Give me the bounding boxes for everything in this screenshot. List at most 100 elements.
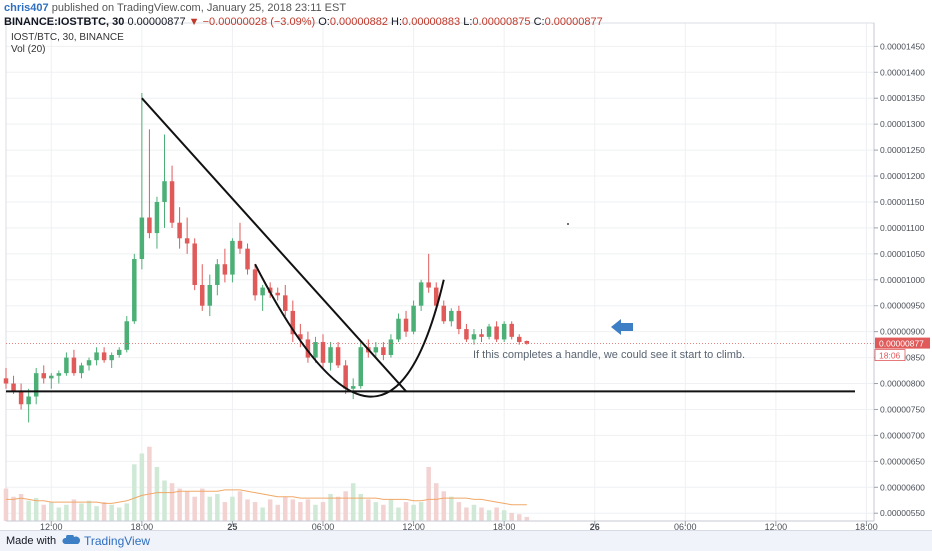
- candle-body: [426, 282, 431, 288]
- candle-body: [479, 334, 484, 337]
- time-tick-label: 12:00: [765, 522, 788, 532]
- volume-bar: [184, 491, 190, 521]
- volume-legend[interactable]: Vol (20): [11, 44, 46, 55]
- candle-body: [147, 217, 152, 234]
- candle-body: [456, 310, 462, 330]
- candles: [3, 93, 530, 423]
- candle-body: [313, 342, 318, 358]
- candle-body: [403, 318, 409, 332]
- candle-body: [79, 365, 84, 374]
- drawings: If this completes a handle, we could see…: [6, 97, 874, 398]
- volume-bar: [313, 504, 318, 521]
- candle-body: [305, 339, 311, 358]
- cup-curve: [254, 263, 445, 398]
- last-price-marker: [875, 337, 930, 349]
- publish-text: published on TradingView.com, January 25…: [51, 2, 347, 14]
- author-name[interactable]: chris407: [4, 2, 49, 14]
- candle-body: [486, 326, 492, 337]
- volume-bar: [517, 514, 522, 521]
- candle-body: [501, 323, 507, 340]
- last-price-marker-label: 0.00000877: [879, 339, 924, 349]
- candle-body: [260, 287, 265, 296]
- volume-bar: [335, 496, 341, 521]
- low-value: 0.00000875: [472, 16, 531, 28]
- time-tick-label: 06:00: [312, 522, 335, 532]
- instrument-legend[interactable]: IOST/BTC, 30, BINANCE: [11, 32, 124, 43]
- candle-body: [109, 355, 114, 361]
- price-tick-label: 0.00001300: [880, 119, 925, 129]
- candle-body: [199, 284, 205, 306]
- volume-bar: [162, 480, 167, 521]
- volume-bar: [207, 496, 213, 521]
- volume-bar: [305, 499, 311, 521]
- candle-body: [509, 323, 514, 337]
- volume-bar: [411, 504, 416, 521]
- volume-bar: [471, 504, 477, 521]
- volume-bar: [441, 491, 447, 521]
- volume-bar: [215, 494, 220, 521]
- volume-bar: [18, 494, 24, 521]
- price-tick-label: 0.00001400: [880, 67, 925, 77]
- volume-bar: [26, 500, 31, 521]
- time-tick-label: 18:00: [493, 522, 516, 532]
- volume-bar: [154, 467, 160, 521]
- volume-bar: [486, 510, 492, 521]
- time-tick-label: 25: [227, 522, 237, 532]
- volume-bar: [396, 507, 401, 521]
- time-axis[interactable]: 12:00 18:00 25 06:00 12:00 18:00 26 06:00 12:00 1…: [6, 520, 878, 532]
- volume-bar: [464, 507, 469, 521]
- open-label: O:: [318, 16, 330, 28]
- volume-bar: [358, 494, 363, 521]
- price-axis[interactable]: 0.00000550 0.00000600 0.00000650 0.00000700…: [873, 23, 932, 521]
- time-tick-label: 12:00: [40, 522, 63, 532]
- candle-body: [517, 336, 522, 343]
- candle-body: [101, 352, 107, 361]
- volume-bar: [192, 496, 197, 521]
- candle-body: [433, 287, 439, 306]
- volume-bar: [456, 502, 462, 521]
- candle-body: [441, 305, 447, 322]
- candle-body: [335, 347, 341, 366]
- tradingview-brand[interactable]: TradingView: [84, 534, 151, 548]
- candle-body: [49, 375, 54, 379]
- bar-countdown-label: 18:06: [879, 351, 901, 361]
- price-tick-label: 0.00000600: [880, 482, 925, 492]
- price-tick-label: 0.00000550: [880, 508, 925, 518]
- price-tick-label: 0.00001250: [880, 145, 925, 155]
- candle-body: [471, 334, 477, 340]
- volume-bar: [433, 483, 439, 521]
- volume-bar: [132, 464, 137, 521]
- volume-bar: [41, 504, 46, 521]
- volume-bar: [388, 499, 394, 521]
- high-label: H:: [391, 16, 403, 28]
- volume-moving-average-line: [6, 489, 527, 506]
- volume-bar: [222, 502, 228, 521]
- time-tick-label: 12:00: [402, 522, 425, 532]
- candle-body: [124, 321, 130, 350]
- volume-bar: [139, 453, 145, 521]
- low-label: L:: [463, 16, 473, 28]
- candle-body: [222, 264, 228, 275]
- candle-body: [381, 347, 386, 355]
- close-value: 0.00000877: [544, 16, 603, 28]
- candle-body: [18, 391, 24, 405]
- volume-bar: [177, 488, 182, 521]
- price-tick-label: 0.00000950: [880, 301, 925, 311]
- candle-body: [64, 357, 69, 374]
- volume-bar: [501, 510, 507, 521]
- candle-body: [207, 284, 213, 306]
- volume-bars: [3, 446, 530, 521]
- candle-body: [132, 259, 137, 322]
- candle-body: [33, 373, 39, 397]
- high-value: 0.00000883: [402, 16, 461, 28]
- volume-bar: [275, 504, 280, 521]
- candle-body: [116, 349, 122, 355]
- annotation-note: If this completes a handle, we could see…: [473, 349, 745, 361]
- candle-body: [449, 310, 454, 322]
- candle-body: [358, 347, 363, 387]
- candle-body: [328, 347, 333, 363]
- candle-body: [396, 318, 401, 340]
- candle-body: [290, 310, 296, 335]
- volume-bar: [366, 499, 371, 521]
